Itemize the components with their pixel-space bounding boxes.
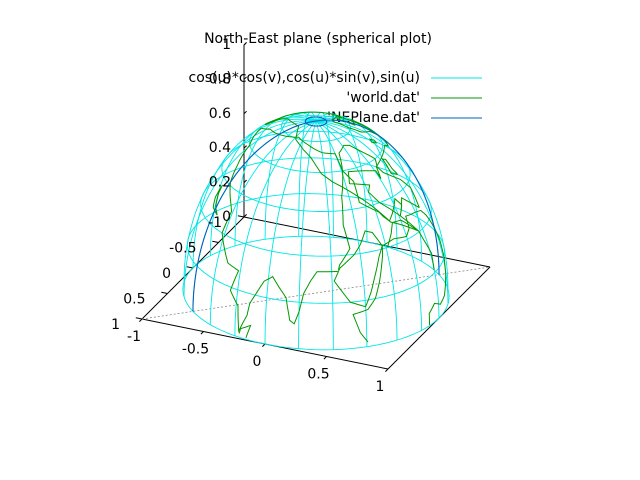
x-tick [385,368,389,372]
x-tick [262,343,266,347]
chart-title: North-East plane (spherical plot) [204,31,432,47]
x-tick-label: -0.5 [182,342,209,358]
y-tick [237,215,245,218]
y-tick [212,240,219,243]
x-tick [200,331,204,335]
z-tick-label: 0.6 [209,106,231,122]
coastline-segment [333,230,383,308]
coastline-segment [331,116,378,136]
y-tick-label: -1 [208,215,222,231]
coastline-segment [387,219,419,248]
z-tick-label: 0.4 [209,140,231,156]
z-tick [243,110,247,115]
coastline-segment [264,111,420,232]
y-tick-label: 1 [111,317,120,333]
x-tick [323,356,327,360]
ne-plane [192,116,440,312]
x-tick-label: 1 [376,379,385,395]
y-tick-label: 0.5 [123,292,145,308]
z-tick [243,42,247,46]
y-tick [135,317,143,320]
y-tick [161,291,168,294]
coastline-segment [221,127,351,333]
z-tick [243,76,247,80]
coastline-segment [238,324,252,338]
z-tick-label: 0.2 [209,175,231,191]
sphere-parallel [221,130,411,212]
z-tick [243,214,247,218]
coastline-segment [352,209,421,343]
legend-label-neplane: 'NEPlane.dat' [327,110,420,126]
sphere-parallel [200,157,432,257]
y-tick-label: -0.5 [169,241,196,257]
coastline-segment [369,138,378,144]
coastline [212,111,447,343]
sphere-parallel [281,111,351,143]
z-tick [243,145,247,149]
legend-label-sphere: cos(u)*cos(v),cos(u)*sin(v),sin(u) [189,70,421,86]
y-tick-label: 0 [162,266,171,282]
coastline-segment [381,158,398,175]
coastline-segment [418,230,435,271]
x-tick-label: 0.5 [307,367,329,383]
legend: cos(u)*cos(v),cos(u)*sin(v),sin(u) 'worl… [189,70,482,126]
sphere-parallel [186,193,446,304]
sphere-parallel [182,235,450,351]
z-tick-label: 0.8 [209,71,231,87]
y-tick [186,266,194,269]
axes [135,42,491,372]
neplane-ring [304,116,328,127]
z-tick [243,179,247,183]
sphere-meridian [315,113,368,243]
legend-label-world: 'world.dat' [346,90,420,106]
z-tick-label: 1 [222,37,231,53]
x-tick-label: -1 [127,329,141,345]
x-tick-label: 0 [253,354,262,370]
x-tick [139,318,143,322]
z-tick-label: 0 [222,209,231,225]
coastline-segment [420,209,447,325]
neplane-circle [192,119,440,312]
